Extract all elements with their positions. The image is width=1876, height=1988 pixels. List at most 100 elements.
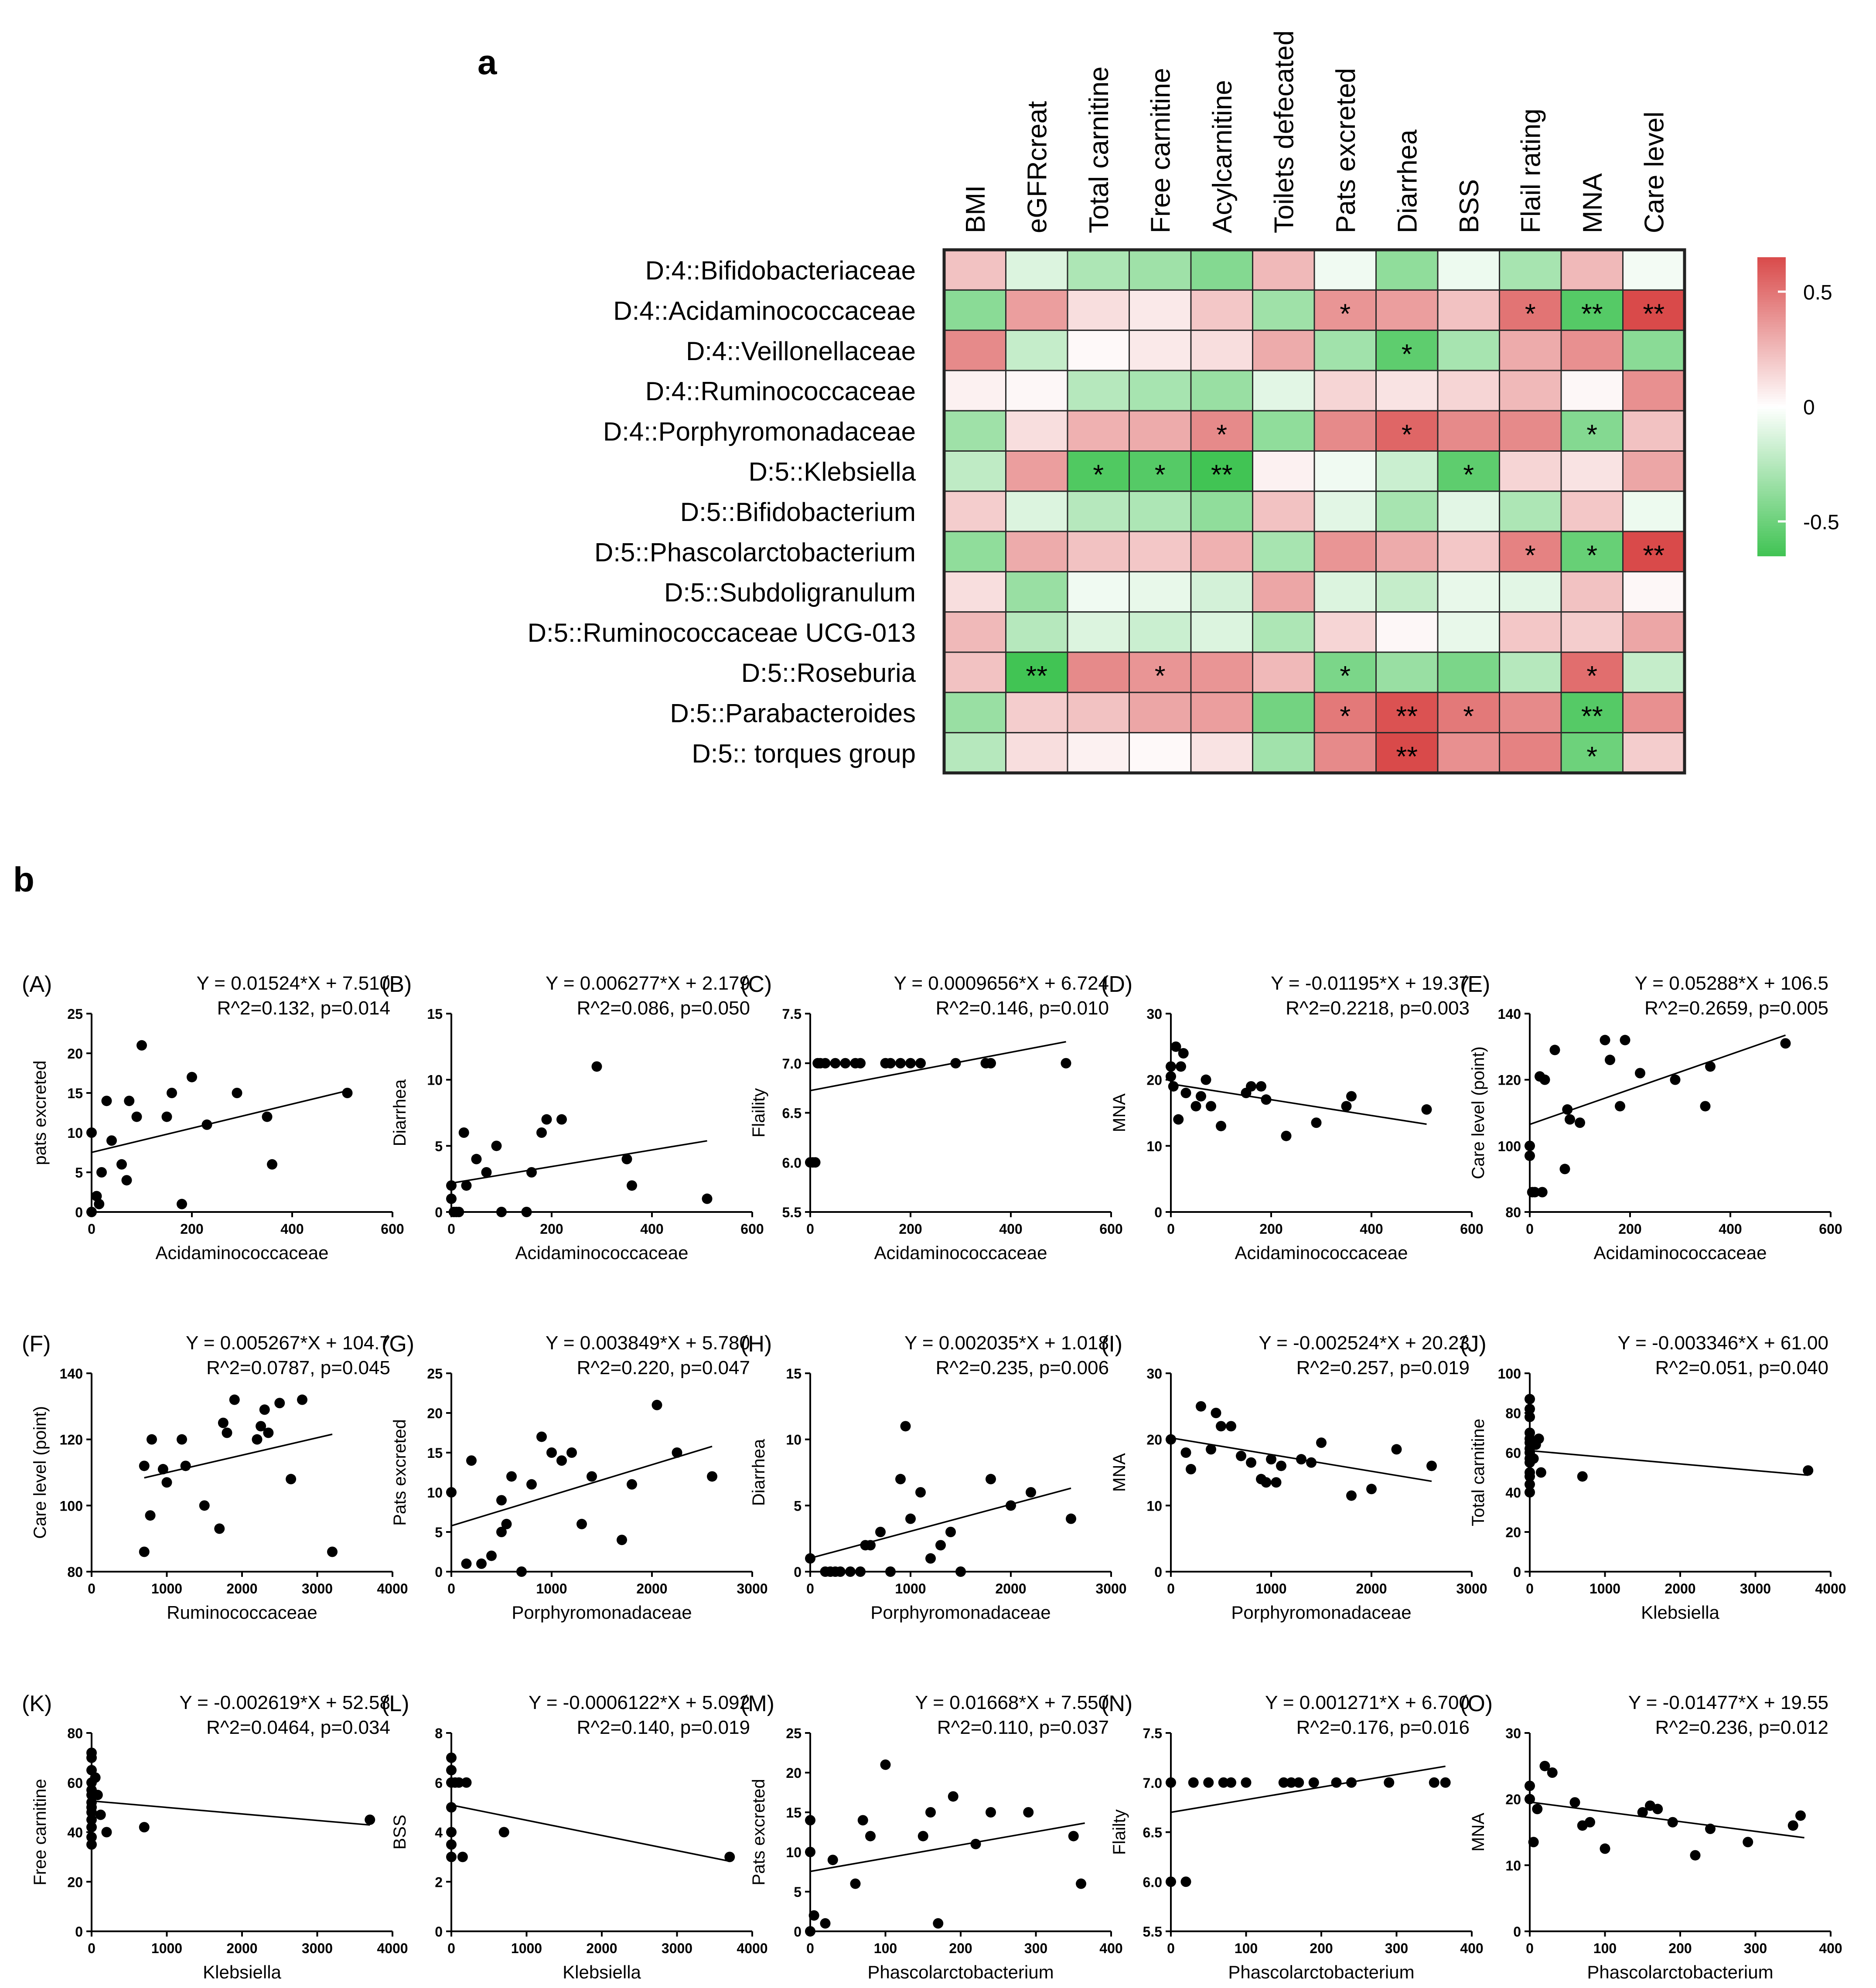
y-tick-label: 20 (1146, 1072, 1162, 1088)
colorbar-segment (1757, 337, 1786, 340)
x-tick-label: 400 (1719, 1221, 1742, 1237)
significance-mark: * (1402, 338, 1412, 370)
data-point (875, 1527, 886, 1537)
heatmap-cell (1005, 450, 1068, 492)
data-point (232, 1088, 242, 1098)
colorbar-segment (1757, 267, 1786, 270)
significance-mark: * (1155, 459, 1166, 490)
x-tick-label: 3000 (1740, 1581, 1771, 1597)
y-tick-label: 80 (1505, 1406, 1521, 1421)
data-point (865, 1540, 876, 1551)
x-tick-label: 200 (1618, 1221, 1641, 1237)
significance-mark: ** (1581, 298, 1603, 329)
heatmap-cell (1067, 370, 1130, 412)
x-tick-label: 200 (1668, 1940, 1692, 1956)
x-tick-label: 4000 (737, 1940, 767, 1956)
colorbar-segment (1757, 491, 1786, 494)
colorbar-segment (1757, 439, 1786, 442)
data-point (297, 1394, 307, 1405)
heatmap-row-label: D:4::Acidaminococcaceae (613, 296, 916, 325)
data-point (1276, 1460, 1286, 1471)
data-point (855, 1058, 866, 1069)
x-axis-label: Porphyromonadaceae (512, 1602, 692, 1623)
colorbar-segment (1757, 371, 1786, 375)
regression-equation: Y = 0.003849*X + 5.780 (546, 1332, 750, 1354)
heatmap-cell (1375, 450, 1439, 492)
heatmap-cell (1067, 330, 1130, 371)
heatmap-border (942, 248, 1686, 775)
data-point (229, 1394, 240, 1405)
data-point (546, 1447, 557, 1458)
colorbar-segment (1757, 453, 1786, 457)
heatmap-cell (1560, 330, 1624, 371)
y-axis-label: Free carnitine (31, 1779, 50, 1886)
y-tick-label: 5 (794, 1884, 802, 1900)
colorbar-segment (1757, 357, 1786, 360)
heatmap-cell (1375, 611, 1439, 653)
heatmap-cell (1437, 410, 1500, 452)
colorbar-segment (1757, 463, 1786, 467)
y-axis-label: Care level (point) (31, 1406, 50, 1539)
heatmap-cell (1190, 249, 1253, 291)
heatmap-cell (1252, 732, 1315, 774)
data-point (900, 1421, 911, 1432)
data-point (1246, 1457, 1256, 1468)
panel-label: (M) (740, 1691, 774, 1716)
data-point (218, 1417, 229, 1428)
colorbar-segment (1757, 396, 1786, 400)
colorbar-segment (1757, 359, 1786, 362)
heatmap-cell (1313, 330, 1377, 371)
colorbar-segment (1757, 506, 1786, 509)
heatmap-column-label: Total carnitine (1084, 66, 1114, 233)
heatmap-cell (1560, 611, 1624, 653)
panel-b-label: b (13, 860, 34, 899)
heatmap-cell (1005, 490, 1068, 532)
heatmap-cell (1560, 490, 1624, 532)
colorbar-segment (1757, 426, 1786, 429)
data-point (651, 1399, 662, 1410)
significance-mark: * (1340, 298, 1351, 329)
data-point (342, 1088, 353, 1098)
x-axis-label: Acidaminococcaceae (1235, 1242, 1408, 1263)
colorbar-segment (1757, 446, 1786, 449)
data-point (466, 1455, 477, 1466)
data-point (1426, 1460, 1437, 1471)
heatmap-row-label: D:4::Ruminococcaceae (645, 377, 916, 406)
colorbar-segment (1757, 469, 1786, 472)
colorbar-segment (1757, 444, 1786, 447)
data-point (1537, 1187, 1548, 1198)
data-point (621, 1154, 632, 1164)
data-point (855, 1566, 866, 1577)
y-tick-label: 6.5 (1143, 1825, 1162, 1841)
y-tick-label: 10 (1146, 1138, 1162, 1154)
data-point (1308, 1777, 1319, 1788)
colorbar-segment (1757, 414, 1786, 417)
x-tick-label: 3000 (1456, 1581, 1487, 1597)
heatmap-cell (1067, 611, 1130, 653)
x-tick-label: 4000 (377, 1940, 408, 1956)
panel-label: (J) (1460, 1331, 1487, 1357)
data-point (1346, 1091, 1357, 1102)
heatmap-cell (1437, 490, 1500, 532)
data-point (267, 1159, 277, 1170)
data-point (1440, 1777, 1451, 1788)
x-tick-label: 200 (1310, 1940, 1333, 1956)
y-tick-label: 15 (67, 1086, 83, 1101)
significance-mark: * (1155, 660, 1166, 691)
data-point (1256, 1081, 1266, 1092)
heatmap-cell (1622, 249, 1685, 291)
regression-line (91, 1800, 370, 1826)
heatmap-cell (943, 450, 1006, 492)
colorbar-segment (1757, 546, 1786, 549)
data-point (835, 1566, 846, 1577)
heatmap-cell (1499, 571, 1562, 613)
data-point (95, 1809, 106, 1820)
data-point (1525, 1479, 1535, 1490)
data-point (1525, 1487, 1535, 1498)
heatmap-cell (1313, 732, 1377, 774)
colorbar-segment (1757, 436, 1786, 439)
y-tick-label: 0 (1513, 1564, 1521, 1580)
x-tick-label: 3000 (662, 1940, 692, 1956)
regression-equation: Y = -0.01195*X + 19.37 (1271, 973, 1470, 994)
data-point (1061, 1058, 1071, 1069)
